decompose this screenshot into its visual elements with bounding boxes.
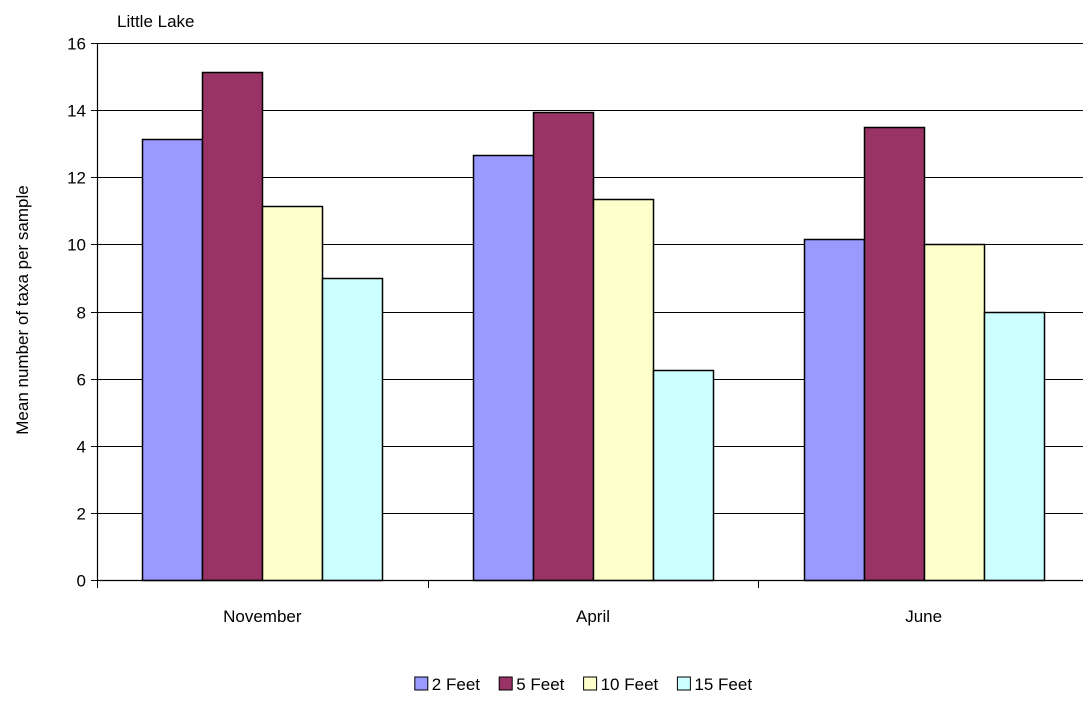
legend-item: 5 Feet	[498, 675, 565, 694]
legend-swatch	[498, 676, 513, 691]
bar-10-feet-june	[923, 243, 986, 582]
legend-label: 5 Feet	[516, 675, 564, 694]
bar-2-feet-april	[472, 154, 535, 582]
legend-swatch	[676, 676, 691, 691]
legend-item: 15 Feet	[676, 675, 752, 694]
bar-5-feet-april	[532, 111, 595, 582]
bar-15-feet-april	[652, 369, 715, 582]
bar-5-feet-june	[863, 126, 926, 582]
y-tick-label: 10	[67, 236, 86, 255]
legend-label: 15 Feet	[694, 675, 752, 694]
bar-5-feet-november	[201, 71, 264, 582]
legend-item: 10 Feet	[583, 675, 659, 694]
x-axis-categories: November April June	[223, 607, 942, 626]
y-tick-label: 16	[67, 35, 86, 54]
y-tick-label: 12	[67, 169, 86, 188]
bars	[141, 71, 1046, 582]
y-tick-label: 14	[67, 102, 86, 121]
x-category-label: November	[223, 607, 302, 626]
y-tick-label: 0	[77, 572, 86, 591]
bar-15-feet-november	[321, 277, 384, 582]
legend: 2 Feet 5 Feet 10 Feet 15 Feet	[414, 675, 752, 694]
legend-label: 10 Feet	[601, 675, 659, 694]
y-tick-label: 6	[77, 371, 86, 390]
bar-10-feet-april	[592, 198, 655, 582]
y-tick-label: 4	[77, 438, 86, 457]
legend-swatch	[583, 676, 598, 691]
x-category-label: June	[905, 607, 942, 626]
y-axis-ticks: 0 2 4 6 8 10 12 14 16	[67, 35, 97, 591]
chart-title: Little Lake	[117, 12, 195, 31]
y-tick-label: 2	[77, 505, 86, 524]
y-axis-title: Mean number of taxa per sample	[13, 185, 32, 434]
bar-10-feet-november	[261, 205, 324, 582]
legend-item: 2 Feet	[414, 675, 480, 694]
bar-2-feet-november	[141, 138, 204, 582]
bar-2-feet-june	[803, 238, 866, 582]
bar-15-feet-june	[983, 311, 1046, 582]
axes	[96, 43, 1083, 588]
y-tick-label: 8	[77, 304, 86, 323]
legend-swatch	[414, 676, 429, 691]
x-category-label: April	[576, 607, 610, 626]
legend-label: 2 Feet	[432, 675, 480, 694]
